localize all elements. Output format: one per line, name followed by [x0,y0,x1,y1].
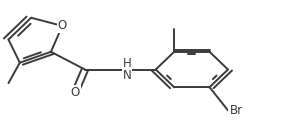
Text: O: O [70,86,80,99]
Text: H
N: H N [123,57,132,82]
Text: Br: Br [229,104,243,117]
Text: O: O [58,19,67,32]
